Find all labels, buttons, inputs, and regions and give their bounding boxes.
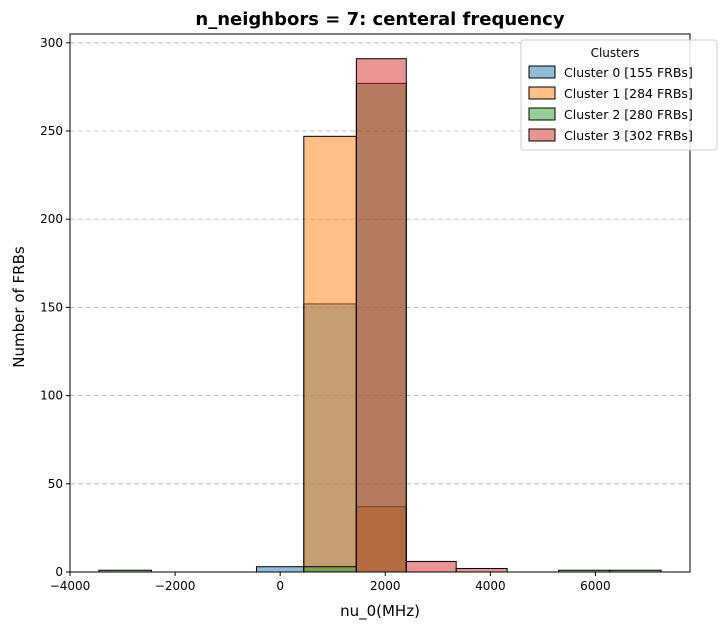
legend-title: Clusters: [591, 46, 640, 60]
x-tick-label: 6000: [580, 579, 611, 593]
legend-swatch: [528, 128, 556, 142]
y-axis-label: Number of FRBs: [10, 246, 28, 368]
x-tick-label: 2000: [370, 579, 401, 593]
series-3-bars: [355, 58, 508, 573]
y-tick-label: 150: [40, 300, 63, 314]
x-tick-label: 4000: [475, 579, 506, 593]
x-tick-label: −2000: [155, 579, 196, 593]
legend-label: Cluster 2 [280 FRBs]: [564, 107, 693, 122]
legend-swatch: [528, 107, 556, 121]
histogram-bar: [455, 567, 508, 573]
legend-label: Cluster 3 [302 FRBs]: [564, 128, 693, 143]
legend-item: Cluster 3 [302 FRBs]: [528, 128, 693, 143]
x-tick-label: 0: [276, 579, 284, 593]
legend: Clusters Cluster 0 [155 FRBs] Cluster 1 [2…: [520, 39, 718, 151]
x-axis-label: nu_0(MHz): [340, 602, 420, 621]
y-tick-label: 100: [40, 389, 63, 403]
x-tick-label: −4000: [50, 579, 91, 593]
legend-label: Cluster 0 [155 FRBs]: [564, 65, 693, 80]
plot-frame: [69, 33, 691, 573]
histogram-bar: [405, 560, 457, 573]
y-tick-label: 200: [40, 212, 63, 226]
legend-label: Cluster 1 [284 FRBs]: [564, 86, 693, 101]
legend-swatch: [528, 86, 556, 100]
legend-item: Cluster 0 [155 FRBs]: [528, 65, 693, 80]
legend-box: [520, 39, 718, 151]
histogram-bars: [98, 58, 662, 573]
y-axis-ticks: 0 50 100 150 200 250 300: [40, 36, 70, 579]
x-axis-ticks: −4000 −2000 0 2000 4000 6000: [50, 572, 611, 593]
chart-title: n_neighbors = 7: centeral frequency: [195, 9, 564, 30]
y-tick-label: 0: [55, 565, 63, 579]
histogram-bar: [355, 58, 407, 573]
y-tick-label: 300: [40, 36, 63, 50]
histogram-bar: [303, 135, 357, 573]
histogram-bar: [256, 566, 305, 573]
y-tick-label: 50: [48, 477, 63, 491]
histogram-bar: [303, 566, 357, 573]
y-tick-label: 250: [40, 124, 63, 138]
legend-item: Cluster 1 [284 FRBs]: [528, 86, 693, 101]
legend-item: Cluster 2 [280 FRBs]: [528, 107, 693, 122]
legend-swatch: [528, 65, 556, 79]
